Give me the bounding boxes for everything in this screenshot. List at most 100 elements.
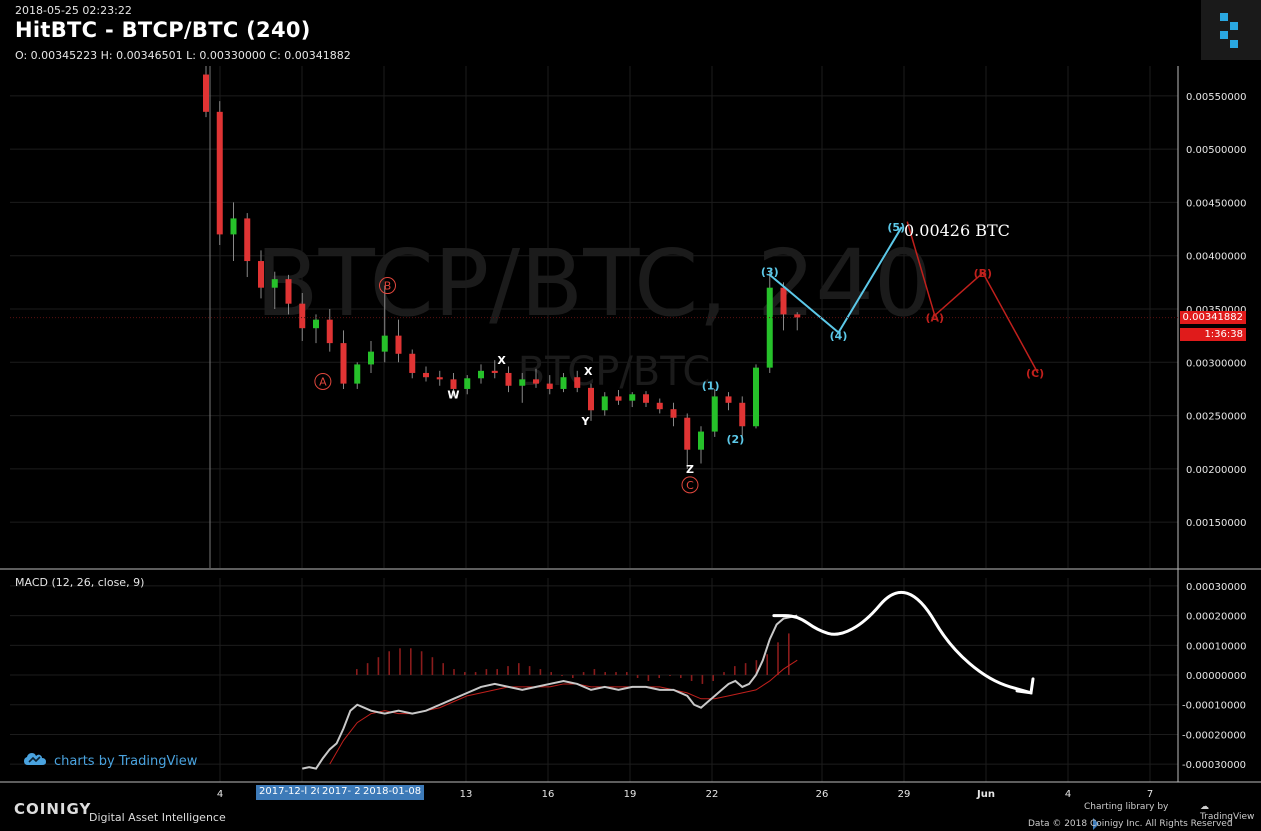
x-tick-label: 22 <box>706 789 719 800</box>
macd-histogram-bar <box>356 669 358 676</box>
candle <box>395 335 402 354</box>
macd-y-tick-label: 0.00000000 <box>1186 671 1246 682</box>
candle <box>230 218 237 235</box>
candle <box>588 387 594 411</box>
wave-label: Z <box>686 463 694 476</box>
macd-histogram-bar <box>366 663 369 676</box>
x-tick-label: 26 <box>816 789 829 800</box>
x-tick-label: 13 <box>460 789 473 800</box>
wave-label: (A) <box>925 312 944 325</box>
candle <box>684 417 691 450</box>
macd-histogram-bar <box>593 669 596 676</box>
macd-y-tick-label: 0.00020000 <box>1186 612 1246 623</box>
wave-label: (C) <box>1026 367 1044 380</box>
tradingview-brand-text: charts by TradingView <box>54 753 198 769</box>
candle <box>216 111 223 235</box>
candle <box>491 370 498 373</box>
wave-label: (3) <box>761 266 779 279</box>
macd-histogram-bar <box>485 669 488 676</box>
candle <box>670 409 677 418</box>
x-tick-label: 4 <box>1065 789 1071 800</box>
crosshair-date-tag: 2017- 2 <box>319 785 364 800</box>
wave-label: X <box>584 365 593 378</box>
macd-y-tick-label: 0.00030000 <box>1186 582 1246 593</box>
chart-title: HitBTC - BTCP/BTC (240) <box>15 18 311 42</box>
macd-histogram-bar <box>734 666 736 676</box>
macd-histogram-bar <box>582 672 585 676</box>
wave-label-circle <box>314 372 332 390</box>
tradingview-credit-text: TradingView <box>1200 812 1255 822</box>
wave-label: (5) <box>887 221 905 234</box>
macd-indicator-label[interactable]: MACD (12, 26, close, 9) <box>15 576 145 589</box>
macd-histogram-bar <box>658 675 660 678</box>
wave-label: Y <box>581 415 591 428</box>
candle <box>381 335 388 352</box>
x-tick-label: 7 <box>1147 789 1153 800</box>
y-tick-label: 0.00300000 <box>1186 358 1246 369</box>
candle <box>313 319 319 329</box>
candle <box>574 377 581 388</box>
macd-histogram-bar <box>420 651 423 676</box>
cloud-icon: ☁ <box>1200 802 1209 812</box>
macd-histogram-bar <box>528 666 531 676</box>
candle <box>739 402 746 427</box>
cloud-icon <box>24 752 46 770</box>
crosshair-date-tag: 2018-01-08 <box>360 785 425 800</box>
macd-y-tick-label: -0.00020000 <box>1182 730 1246 741</box>
macd-y-tick-label: -0.00030000 <box>1182 760 1246 771</box>
candle <box>643 394 649 403</box>
wave-label: (2) <box>727 433 745 446</box>
arrow-head-icon <box>1015 677 1035 695</box>
macd-line <box>302 614 798 770</box>
crosshair-date-tag: 2017-12-l 20 <box>256 785 327 800</box>
macd-histogram-bar <box>518 663 520 676</box>
macd-histogram-bar <box>669 675 671 677</box>
candle <box>258 261 264 288</box>
charting-library-credit: Charting library by <box>1084 802 1169 812</box>
candle <box>546 383 553 389</box>
macd-histogram-bar <box>442 663 444 676</box>
macd-histogram-bar <box>388 651 390 676</box>
x-tick-label: 16 <box>542 789 555 800</box>
macd-projection-curve <box>772 590 1033 695</box>
wave-label: (4) <box>830 330 848 343</box>
candle <box>615 396 622 401</box>
last-price-tag: 0.00341882 <box>1180 311 1246 324</box>
macd-histogram-bar <box>723 672 725 676</box>
projection-wave-down <box>906 221 1039 374</box>
candle <box>326 319 333 344</box>
candle <box>656 402 663 410</box>
tradingview-brand[interactable]: charts by TradingView <box>24 752 197 770</box>
ohlc-readout: O: 0.00345223 H: 0.00346501 L: 0.0033000… <box>15 49 351 62</box>
macd-histogram-bar <box>744 663 747 676</box>
candle <box>450 379 457 389</box>
target-price-annotation: 0.00426 BTC <box>904 221 1010 240</box>
wave-label: A <box>319 375 327 388</box>
bar-countdown-tag: 1:36:38 <box>1180 328 1246 341</box>
x-tick-label: 19 <box>624 789 637 800</box>
wave-label: (B) <box>974 267 992 280</box>
candle <box>436 377 443 380</box>
macd-histogram-bar <box>755 660 758 676</box>
macd-histogram-bar <box>680 675 682 678</box>
macd-histogram-bar <box>399 648 401 676</box>
wave-label: W <box>447 388 459 401</box>
candle <box>711 396 718 432</box>
y-tick-label: 0.00550000 <box>1186 92 1246 103</box>
macd-histogram-bar <box>615 672 617 676</box>
y-tick-label: 0.00250000 <box>1186 412 1246 423</box>
macd-histogram-bar <box>766 654 768 676</box>
tradingview-logo-icon[interactable] <box>1201 0 1261 60</box>
candle <box>725 396 732 403</box>
x-tick-label: 29 <box>898 789 911 800</box>
macd-histogram-bar <box>712 675 714 681</box>
candle <box>423 372 429 378</box>
candle <box>533 379 539 384</box>
candle <box>560 377 567 389</box>
candle <box>766 287 773 368</box>
macd-y-tick-label: 0.00010000 <box>1186 641 1246 652</box>
y-tick-label: 0.00450000 <box>1186 198 1246 209</box>
tradingview-credit: ☁ TradingView <box>1200 802 1261 822</box>
macd-histogram-bar <box>410 648 412 676</box>
